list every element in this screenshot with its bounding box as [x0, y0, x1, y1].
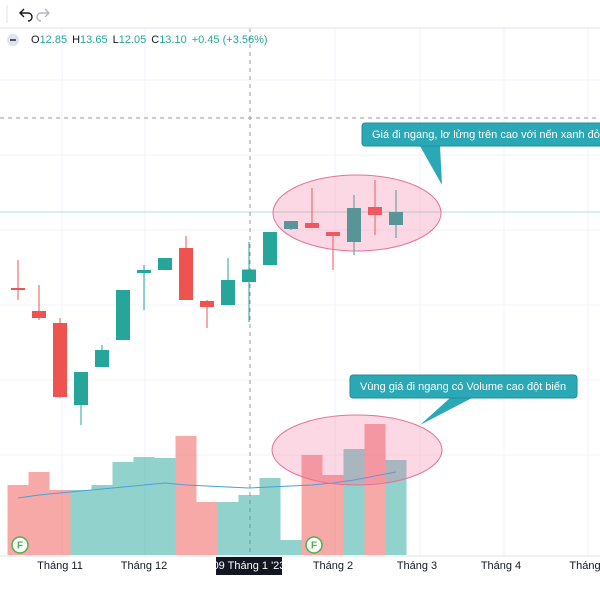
legend-key: H — [72, 34, 80, 46]
volume-bar — [385, 460, 407, 555]
x-tick-label: Tháng 2 — [313, 560, 353, 572]
event-label: F — [311, 541, 317, 552]
event-marker — [305, 536, 323, 554]
candle-body — [158, 258, 172, 270]
candle-body — [32, 311, 46, 318]
volume-ma-line — [17, 471, 397, 499]
undo-button[interactable] — [19, 8, 33, 22]
volume-bar — [259, 478, 281, 555]
x-axis: Tháng 11 Tháng 12 09 Tháng 1 '23 Tháng 2 Thá… — [37, 557, 600, 575]
candle-body — [95, 350, 109, 367]
candle-body — [221, 280, 235, 305]
event-marker — [11, 536, 29, 554]
volume-bar — [49, 490, 71, 555]
legend-value: 13.65 — [80, 34, 108, 46]
volume-bar — [28, 472, 50, 555]
candle-body — [74, 372, 88, 405]
legend-value: 13.10 — [159, 34, 187, 46]
x-tick-label: Tháng 11 — [37, 560, 83, 572]
volume-bar — [364, 424, 386, 555]
volume-bar — [91, 485, 113, 555]
x-tick-label: Tháng 4 — [481, 560, 521, 572]
candle-body — [242, 269, 256, 282]
ohlc-legend: O12.85 H13.65 L12.05 C13.10 +0.45 (+3.56%) — [31, 34, 268, 46]
candle-body — [284, 221, 298, 229]
volume-bar — [133, 457, 155, 555]
volume-bar — [280, 540, 302, 555]
time-axis — [0, 556, 600, 600]
x-tick-label: Tháng — [569, 560, 600, 572]
callout: Vùng giá đi ngang có Volume cao đột biến — [349, 374, 578, 425]
legend-key: O — [31, 34, 40, 46]
candle-body — [305, 223, 319, 228]
legend-value: 12.05 — [119, 34, 147, 46]
candle-body — [116, 290, 130, 340]
volume-bar — [196, 502, 218, 555]
event-label: F — [17, 541, 23, 552]
highlight-ellipse — [272, 174, 442, 252]
candle-body — [200, 301, 214, 307]
volume-bar — [238, 495, 260, 555]
candle-body — [53, 323, 67, 397]
candle-body — [326, 232, 340, 236]
candle-body — [179, 248, 193, 300]
legend-value: 12.85 — [40, 34, 68, 46]
redo-button[interactable] — [36, 8, 50, 22]
callout-text: Giá đi ngang, lơ lửng trên cao với nến x… — [372, 129, 600, 141]
toolbar — [0, 0, 600, 28]
volume-bar — [70, 490, 92, 555]
candle-body — [11, 288, 25, 290]
volume-bar — [322, 475, 344, 555]
candle-body — [347, 208, 361, 242]
x-tick-label: Tháng 3 — [397, 560, 437, 572]
candle-body — [389, 212, 403, 225]
callout: Giá đi ngang, lơ lửng trên cao với nến x… — [361, 122, 600, 185]
legend-key: C — [151, 34, 159, 46]
volume-bar — [175, 436, 197, 555]
candle-body — [263, 232, 277, 265]
volume-bar — [301, 455, 323, 555]
x-tick-label: Tháng 12 — [121, 560, 167, 572]
callout-text: Vùng giá đi ngang có Volume cao đột biến — [360, 381, 566, 393]
volume-bar — [343, 449, 365, 555]
candle-body — [368, 207, 382, 215]
volume-bar — [217, 502, 239, 555]
highlight-ellipse — [271, 414, 443, 486]
x-tick-label: 09 Tháng 1 '23 — [213, 560, 286, 572]
volume-bar — [112, 462, 134, 555]
candle-body — [137, 270, 151, 273]
legend-change: +0.45 (+3.56%) — [192, 34, 268, 46]
crosshair-label-bg — [216, 557, 282, 575]
volume-bar — [154, 458, 176, 555]
legend-key: L — [113, 34, 119, 46]
